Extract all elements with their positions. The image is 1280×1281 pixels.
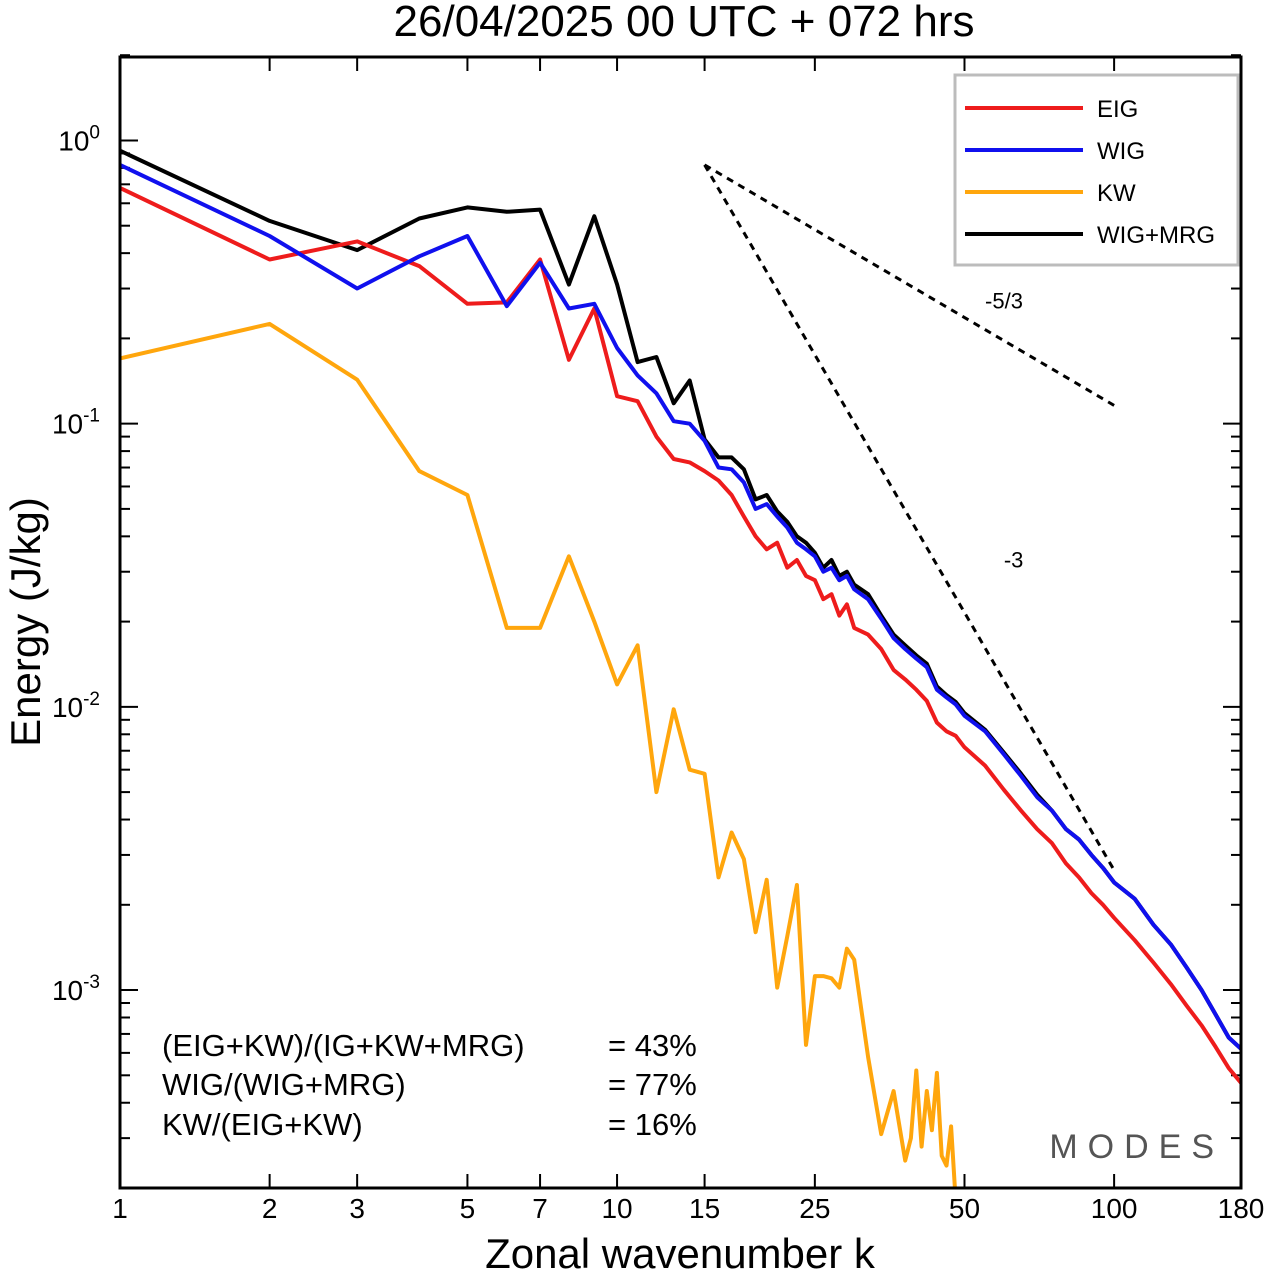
y-tick-label: 10-2 (52, 689, 100, 723)
x-tick-label: 7 (532, 1193, 548, 1224)
legend-label: WIG+MRG (1097, 222, 1215, 249)
annotation-eig-kw-label: (EIG+KW)/(IG+KW+MRG) (162, 1028, 525, 1063)
chart-title: 26/04/2025 00 UTC + 072 hrs (394, 0, 975, 46)
annotation-wig-label: WIG/(WIG+MRG) (162, 1067, 406, 1102)
y-tick-label-exponent: -3 (83, 972, 100, 993)
annotation-kw-value: = 16% (608, 1107, 697, 1142)
y-tick-label-exponent: -2 (83, 689, 100, 710)
stats-annotations: (EIG+KW)/(IG+KW+MRG) = 43% WIG/(WIG+MRG)… (162, 1028, 697, 1142)
legend-label: EIG (1097, 96, 1138, 123)
y-tick-label: 100 (58, 122, 100, 156)
series-lines (120, 148, 1241, 1188)
x-tick-label: 5 (460, 1193, 476, 1224)
x-tick-label: 2 (262, 1193, 278, 1224)
y-axis-label: Energy (J/kg) (2, 497, 49, 747)
x-tick-label: 180 (1218, 1193, 1265, 1224)
y-tick-label-exponent: 0 (89, 122, 100, 143)
modes-watermark: MODES (1049, 1128, 1224, 1166)
x-tick-labels: 1 2 3 5 7 10 15 25 50 100 180 (112, 1193, 1264, 1224)
x-axis-label: Zonal wavenumber k (485, 1230, 876, 1277)
reference-slope-line (703, 164, 1116, 871)
slope-label: -5/3 (985, 289, 1023, 314)
series-line-wig-mrg (120, 148, 1241, 1051)
y-tick-label-base: 10 (58, 125, 89, 156)
legend: EIG WIG KW WIG+MRG (953, 73, 1240, 267)
reference-slope-lines (703, 163, 1116, 871)
x-tick-label: 50 (949, 1193, 980, 1224)
y-tick-label: 10-3 (52, 972, 100, 1006)
series-line-eig (120, 185, 1241, 1085)
x-tick-label: 25 (799, 1193, 830, 1224)
y-tick-label: 10-1 (52, 406, 100, 440)
x-tick-label: 10 (601, 1193, 632, 1224)
series-line-kw (120, 321, 957, 1188)
x-tick-label: 15 (689, 1193, 720, 1224)
annotation-kw-label: KW/(EIG+KW) (162, 1107, 363, 1142)
y-tick-label-exponent: -1 (83, 406, 100, 427)
y-tick-label-base: 10 (52, 409, 83, 440)
y-tick-label-base: 10 (52, 692, 83, 723)
legend-label: KW (1097, 180, 1136, 207)
legend-items: EIG WIG KW WIG+MRG (965, 96, 1215, 249)
plot-frame (118, 55, 1243, 1190)
x-tick-label: 100 (1091, 1193, 1138, 1224)
legend-label: WIG (1097, 138, 1145, 165)
x-tick-label: 3 (349, 1193, 365, 1224)
y-tick-label-base: 10 (52, 975, 83, 1006)
annotation-eig-kw-value: = 43% (608, 1028, 697, 1063)
slope-label: -3 (1004, 548, 1024, 573)
series-line-wig (120, 162, 1241, 1051)
reference-slope-line (703, 163, 1115, 407)
slope-labels: -5/3 -3 (985, 289, 1023, 573)
x-tick-label: 1 (112, 1193, 128, 1224)
annotation-wig-value: = 77% (608, 1067, 697, 1102)
